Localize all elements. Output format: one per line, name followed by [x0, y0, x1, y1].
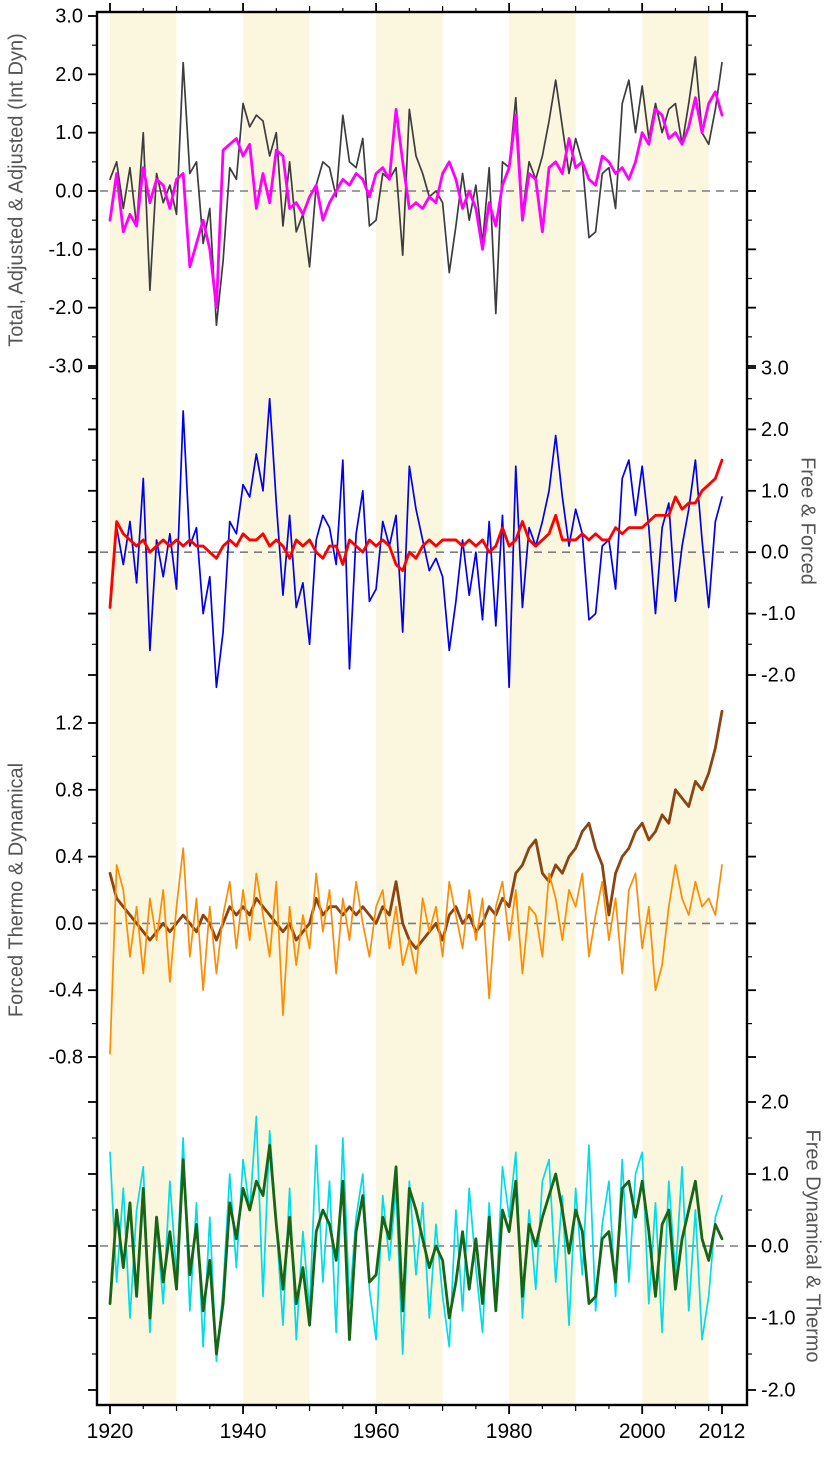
y-tick-label: 0.4	[55, 846, 83, 868]
series-line-total	[109, 55, 723, 327]
x-tick-label: 2012	[699, 1420, 746, 1443]
y-tick-label: 1.0	[761, 480, 789, 502]
decade-band	[642, 13, 709, 1404]
series-line-forced-dynamical	[109, 847, 723, 1055]
decade-band	[243, 13, 310, 1404]
decade-band	[376, 13, 443, 1404]
y-tick-label: 0.0	[761, 1236, 789, 1258]
y-tick-label: 0.0	[55, 913, 83, 935]
y-tick-label: 2.0	[761, 1092, 789, 1114]
plot-frame	[95, 10, 749, 1407]
y-tick-label: -1.0	[49, 239, 83, 261]
y-axis-title-forced-thermo-dyn: Forced Thermo & Dynamical	[5, 762, 28, 1018]
x-tick-label: 1980	[486, 1420, 533, 1443]
y-tick-label: -0.4	[49, 980, 83, 1002]
y-tick-label: 0.0	[55, 181, 83, 203]
y-tick-label: 3.0	[55, 6, 83, 28]
x-tick-label: 1960	[353, 1420, 400, 1443]
y-tick-label: 3.0	[761, 358, 789, 380]
x-tick-label: 1920	[87, 1420, 134, 1443]
y-tick-label: -1.0	[761, 1308, 795, 1330]
series-line-forced	[108, 458, 724, 609]
y-tick-label: 1.0	[761, 1164, 789, 1186]
x-tick-label: 2000	[619, 1420, 666, 1443]
y-tick-label: -0.8	[49, 1047, 83, 1069]
y-axis-title-free-dyn-thermo: Free Dynamical & Thermo	[801, 1129, 824, 1363]
y-axis-title-free-forced: Free & Forced	[796, 457, 819, 585]
y-tick-label: -2.0	[761, 665, 795, 687]
decade-band	[509, 13, 576, 1404]
x-tick-label: 1940	[220, 1420, 267, 1443]
y-tick-label: -2.0	[49, 297, 83, 319]
y-axis-title-total-adjusted: Total, Adjusted & Adjusted (Int Dyn)	[5, 33, 28, 347]
y-tick-label: 1.2	[55, 713, 83, 735]
y-tick-label: 0.8	[55, 779, 83, 801]
y-tick-label: 2.0	[761, 419, 789, 441]
y-tick-label: -2.0	[761, 1380, 795, 1402]
y-tick-label: -1.0	[761, 603, 795, 625]
y-tick-label: 1.0	[55, 122, 83, 144]
series-line-free-thermo	[108, 1143, 724, 1356]
y-tick-label: -3.0	[49, 356, 83, 378]
series-line-free	[109, 397, 723, 689]
series-line-adjusted-int-dyn-	[108, 90, 724, 310]
y-tick-label: 2.0	[55, 64, 83, 86]
y-tick-label: 0.0	[761, 542, 789, 564]
